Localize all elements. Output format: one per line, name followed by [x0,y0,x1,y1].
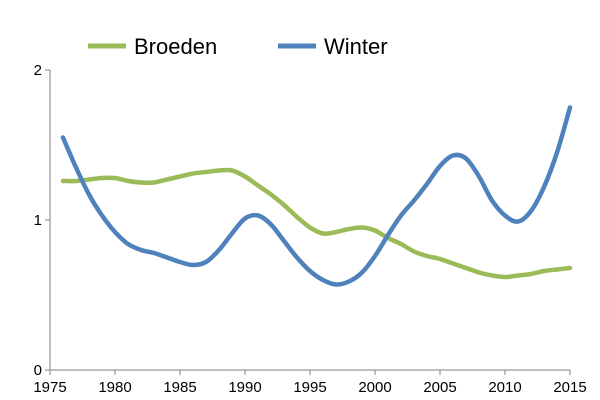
legend-label-broeden: Broeden [134,34,217,59]
x-tick-label: 2005 [423,379,456,396]
series-line-winter [60,105,573,287]
legend: Broeden Winter [88,34,388,59]
y-tick-label: 2 [34,62,42,79]
x-tick-label: 2000 [358,379,391,396]
series-line-broeden [60,167,573,280]
x-tick-label: 1975 [33,379,66,396]
x-tick-label: 1985 [163,379,196,396]
x-tick-label: 2010 [488,379,521,396]
y-tick-label: 1 [34,212,42,229]
x-tick-label: 2015 [553,379,586,396]
series-lines [60,105,573,287]
axes [45,69,571,375]
x-tick-label: 1980 [98,379,131,396]
legend-label-winter: Winter [324,34,388,59]
tick-labels: 0 1 2 1975 1980 1985 1990 1995 2000 2005 2010 2015 [33,62,586,396]
x-tick-label: 1990 [228,379,261,396]
y-tick-label: 0 [34,362,42,379]
x-tick-label: 1995 [293,379,326,396]
